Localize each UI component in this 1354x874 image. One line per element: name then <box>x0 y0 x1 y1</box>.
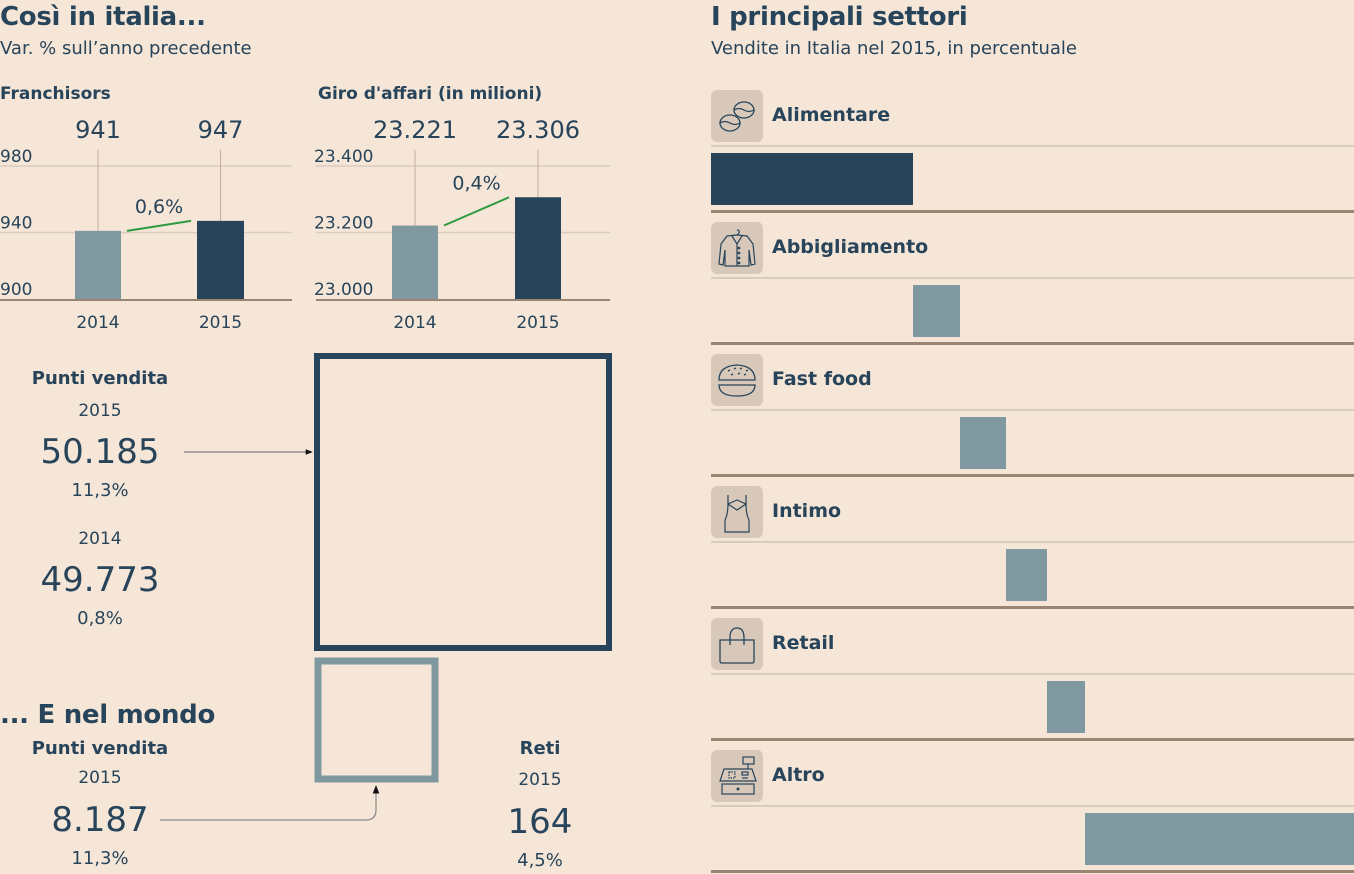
world-arrow <box>160 785 380 821</box>
coffee-beans-icon <box>711 90 763 142</box>
sector-label: Intimo <box>772 500 842 522</box>
sector-bar <box>959 417 1007 469</box>
bar-2014 <box>75 230 121 299</box>
punti-vendita-year-2014: 2014 <box>78 529 122 549</box>
mondo-reti-value: 164 <box>507 802 573 842</box>
punti-vendita-value-2014: 49.773 <box>40 560 160 600</box>
value-label: 947 <box>198 116 244 144</box>
sector-bar <box>1006 549 1048 601</box>
chart-franchisors: Franchisors 900 940 980 941 2014 947 2015 0,6% <box>0 84 292 333</box>
row-divider-thin <box>711 277 1354 279</box>
row-divider-thin <box>711 145 1354 147</box>
mondo-reti-label: Reti <box>519 738 561 759</box>
punti-vendita-value-2015: 50.185 <box>40 432 160 472</box>
sector-row-alimentare: Alimentare <box>711 79 1354 213</box>
bar-2014 <box>392 225 438 299</box>
chart-title: Giro d'affari (in milioni) <box>318 84 542 104</box>
sector-row-altro: Altro <box>711 739 1354 873</box>
change-line <box>443 196 510 227</box>
y-tick-label: 23.000 <box>314 280 373 300</box>
camisole-icon <box>711 486 763 538</box>
italia-stores-square <box>314 353 612 651</box>
row-divider-thin <box>711 409 1354 411</box>
sector-bar <box>1047 681 1086 733</box>
area-comparison-graphic <box>160 353 612 821</box>
punti-vendita-change-2015: 11,3% <box>71 480 129 501</box>
y-tick-label: 900 <box>0 280 32 300</box>
sector-bar <box>1085 813 1354 865</box>
handbag-icon <box>711 618 763 670</box>
row-divider-thick <box>711 606 1354 609</box>
x-tick-label: 2015 <box>516 313 559 333</box>
mondo-punti-vendita-label: Punti vendita <box>31 738 169 759</box>
sector-row-fast-food: Fast food <box>711 343 1354 477</box>
row-divider-thin <box>711 673 1354 675</box>
punti-vendita-change-2014: 0,8% <box>77 608 123 629</box>
section-title-mondo: ... E nel mondo <box>0 700 216 730</box>
sector-label: Alimentare <box>772 104 891 126</box>
change-line <box>126 219 192 232</box>
section-title-italia: Così in italia... <box>0 2 206 32</box>
cash-register-icon <box>711 750 763 802</box>
mondo-reti-year: 2015 <box>518 770 562 790</box>
chart-title: Franchisors <box>0 84 111 104</box>
row-divider-thick <box>711 474 1354 477</box>
value-label: 23.306 <box>496 116 580 144</box>
bar-2015 <box>515 197 561 299</box>
punti-vendita-label: Punti vendita <box>31 368 169 389</box>
section-subtitle: Var. % sull’anno precedente <box>0 38 252 59</box>
row-divider-thick <box>711 870 1354 873</box>
sector-label: Fast food <box>772 368 872 390</box>
bar-2015 <box>197 220 244 299</box>
sector-label: Retail <box>772 632 835 654</box>
value-label: 941 <box>75 116 121 144</box>
sector-label: Altro <box>772 764 825 786</box>
y-tick-label: 23.200 <box>314 214 373 234</box>
sector-bar <box>711 153 913 205</box>
burger-icon <box>711 354 763 406</box>
y-tick-label: 980 <box>0 147 32 167</box>
sectors-subtitle: Vendite in Italia nel 2015, in percentua… <box>711 38 1078 59</box>
sector-row-abbigliamento: Abbigliamento <box>711 211 1354 345</box>
world-stores-square <box>314 657 439 783</box>
punti-vendita-year-2015: 2015 <box>78 401 122 421</box>
row-divider-thin <box>711 805 1354 807</box>
value-label: 23.221 <box>373 116 457 144</box>
mini-bar-charts: Franchisors 900 940 980 941 2014 947 2015 0,6% G… <box>0 84 610 333</box>
change-label: 0,6% <box>135 196 183 218</box>
chart-giro-affari: Giro d'affari (in milioni) 23.000 23.200 23… <box>314 84 610 333</box>
row-divider-thick <box>711 738 1354 741</box>
mondo-punti-vendita-year: 2015 <box>78 768 122 788</box>
x-tick-label: 2015 <box>199 313 242 333</box>
mondo-reti-change: 4,5% <box>517 850 563 871</box>
y-tick-label: 940 <box>0 214 32 234</box>
sector-row-intimo: Intimo <box>711 475 1354 609</box>
sector-row-retail: Retail <box>711 607 1354 741</box>
sector-bar <box>912 285 960 337</box>
row-divider-thick <box>711 342 1354 345</box>
row-divider-thick <box>711 210 1354 213</box>
row-divider-thin <box>711 541 1354 543</box>
x-tick-label: 2014 <box>393 313 436 333</box>
x-tick-label: 2014 <box>76 313 119 333</box>
jacket-icon <box>711 222 763 274</box>
mondo-punti-vendita-value: 8.187 <box>51 800 149 840</box>
sector-label: Abbigliamento <box>772 236 929 258</box>
y-tick-label: 23.400 <box>314 147 373 167</box>
change-label: 0,4% <box>452 172 500 194</box>
sectors-title: I principali settori <box>711 2 968 32</box>
mondo-punti-vendita-change: 11,3% <box>71 848 129 869</box>
